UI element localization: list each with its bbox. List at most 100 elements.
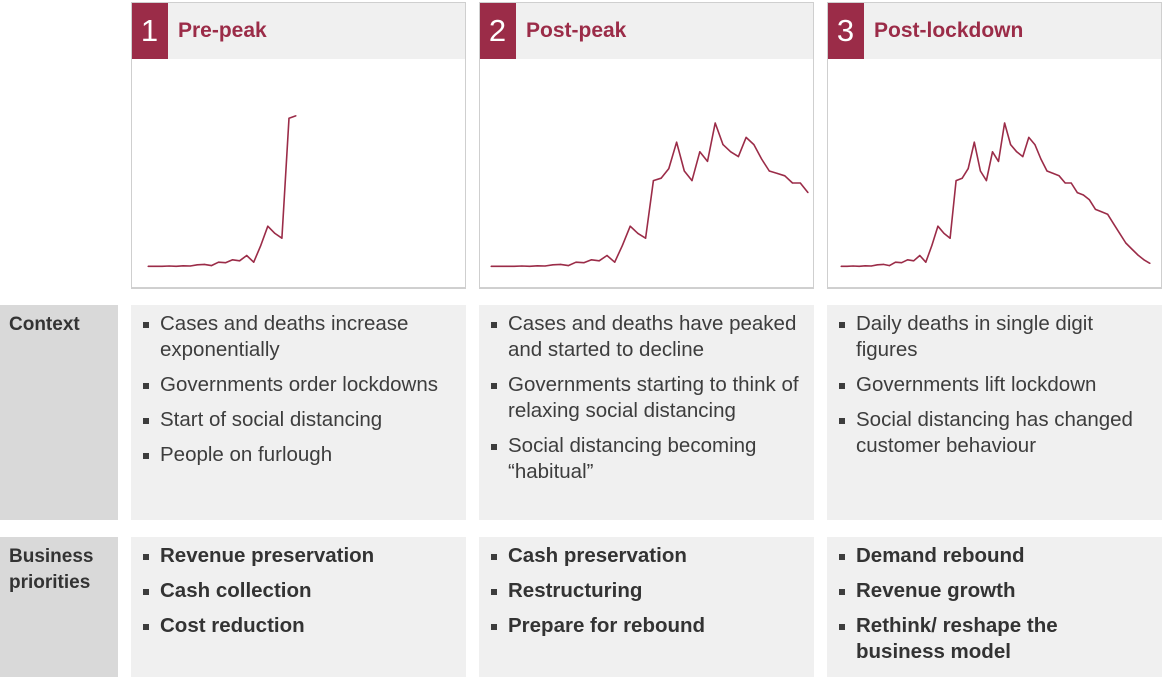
data-point xyxy=(560,263,562,265)
data-point xyxy=(583,262,585,264)
data-point xyxy=(776,172,778,174)
data-point xyxy=(784,175,786,177)
list-item: Cash preservation xyxy=(489,543,804,569)
data-point xyxy=(224,262,227,264)
data-point xyxy=(730,151,732,153)
line-chart xyxy=(490,122,809,268)
data-point xyxy=(521,265,523,267)
data-point xyxy=(590,259,593,261)
data-point xyxy=(1149,262,1151,264)
list-item: Governments lift lockdown xyxy=(837,372,1152,398)
data-point xyxy=(745,136,747,138)
data-point xyxy=(239,260,241,262)
data-point xyxy=(1100,211,1103,213)
data-point xyxy=(1088,199,1090,201)
data-point xyxy=(490,265,492,267)
data-point xyxy=(919,254,921,257)
data-point xyxy=(737,156,739,158)
data-point xyxy=(652,180,654,182)
list-item: Governments starting to think of relaxin… xyxy=(489,372,804,424)
list-item: Rethink/ reshape the business model xyxy=(837,613,1152,665)
data-point xyxy=(807,192,809,194)
data-point xyxy=(1131,248,1133,250)
context-cell-1: Cases and deaths increase exponentially … xyxy=(131,305,466,520)
phase-header-3: 3 Post-lockdown xyxy=(827,2,1162,59)
priorities-cell-2: Cash preservation Restructuring Prepare … xyxy=(479,537,814,677)
data-point xyxy=(1094,208,1097,210)
data-point xyxy=(768,170,770,172)
data-point xyxy=(182,265,184,267)
chart-post-lockdown xyxy=(827,59,1162,288)
phase-header-1: 1 Pre-peak xyxy=(131,2,466,59)
data-point xyxy=(295,115,297,117)
data-point xyxy=(937,225,939,227)
list-item: Governments order lockdowns xyxy=(141,372,456,398)
data-point xyxy=(274,232,276,234)
data-point xyxy=(536,265,538,267)
data-point xyxy=(161,265,163,267)
data-point xyxy=(189,265,191,267)
chart-post-peak xyxy=(479,59,814,288)
data-point xyxy=(1076,192,1078,194)
data-point xyxy=(637,232,639,234)
data-point xyxy=(1058,175,1060,177)
data-point xyxy=(168,265,170,267)
chart-pre-peak xyxy=(131,59,466,288)
data-point xyxy=(281,237,283,239)
data-point xyxy=(1016,151,1018,153)
list-item: Start of social distancing xyxy=(141,407,456,433)
list-item: Cost reduction xyxy=(141,613,456,639)
data-point xyxy=(979,170,981,172)
data-point xyxy=(645,237,647,239)
data-point xyxy=(961,177,963,179)
list-item: Cash collection xyxy=(141,578,456,604)
phase-title: Pre-peak xyxy=(178,18,267,42)
row-label-priorities: Business priorities xyxy=(0,537,118,677)
data-point xyxy=(882,263,884,265)
data-point xyxy=(1022,156,1024,158)
data-point xyxy=(876,264,878,266)
list-item: People on furlough xyxy=(141,442,456,468)
data-point xyxy=(260,244,262,246)
data-point xyxy=(714,122,716,124)
data-point xyxy=(1082,194,1084,196)
data-point xyxy=(147,265,149,267)
context-list: Cases and deaths increase exponentially … xyxy=(141,311,456,468)
phase-header-2: 2 Post-peak xyxy=(479,2,814,59)
data-point xyxy=(529,265,531,267)
data-point xyxy=(1040,158,1042,160)
data-point xyxy=(852,265,854,267)
list-item: Demand rebound xyxy=(837,543,1152,569)
line-chart xyxy=(147,115,297,268)
data-point xyxy=(991,151,994,153)
data-point xyxy=(949,237,951,239)
data-point xyxy=(253,261,255,263)
data-point xyxy=(1046,170,1048,172)
series-line xyxy=(148,115,297,268)
data-point xyxy=(913,260,915,262)
list-item: Daily deaths in single digit figures xyxy=(837,311,1152,363)
list-item: Cases and deaths have peaked and started… xyxy=(489,311,804,363)
data-point xyxy=(973,141,975,143)
data-point xyxy=(925,261,927,263)
data-point xyxy=(761,158,763,160)
data-point xyxy=(858,265,860,267)
data-point xyxy=(598,260,600,262)
list-item: Revenue growth xyxy=(837,578,1152,604)
list-item: Social distancing has changed customer b… xyxy=(837,407,1152,459)
context-cell-2: Cases and deaths have peaked and started… xyxy=(479,305,814,520)
context-list: Cases and deaths have peaked and started… xyxy=(489,311,804,485)
data-point xyxy=(870,265,872,267)
context-list: Daily deaths in single digit figures Gov… xyxy=(837,311,1152,459)
phase-title: Post-lockdown xyxy=(874,18,1024,42)
data-point xyxy=(1064,182,1066,184)
data-point xyxy=(614,261,616,263)
data-point xyxy=(498,265,500,267)
data-point xyxy=(1052,172,1054,174)
data-point xyxy=(505,265,508,267)
list-item: Revenue preservation xyxy=(141,543,456,569)
line-chart xyxy=(840,122,1151,268)
data-point xyxy=(660,177,662,179)
series-line xyxy=(841,122,1151,268)
data-point xyxy=(203,263,205,265)
